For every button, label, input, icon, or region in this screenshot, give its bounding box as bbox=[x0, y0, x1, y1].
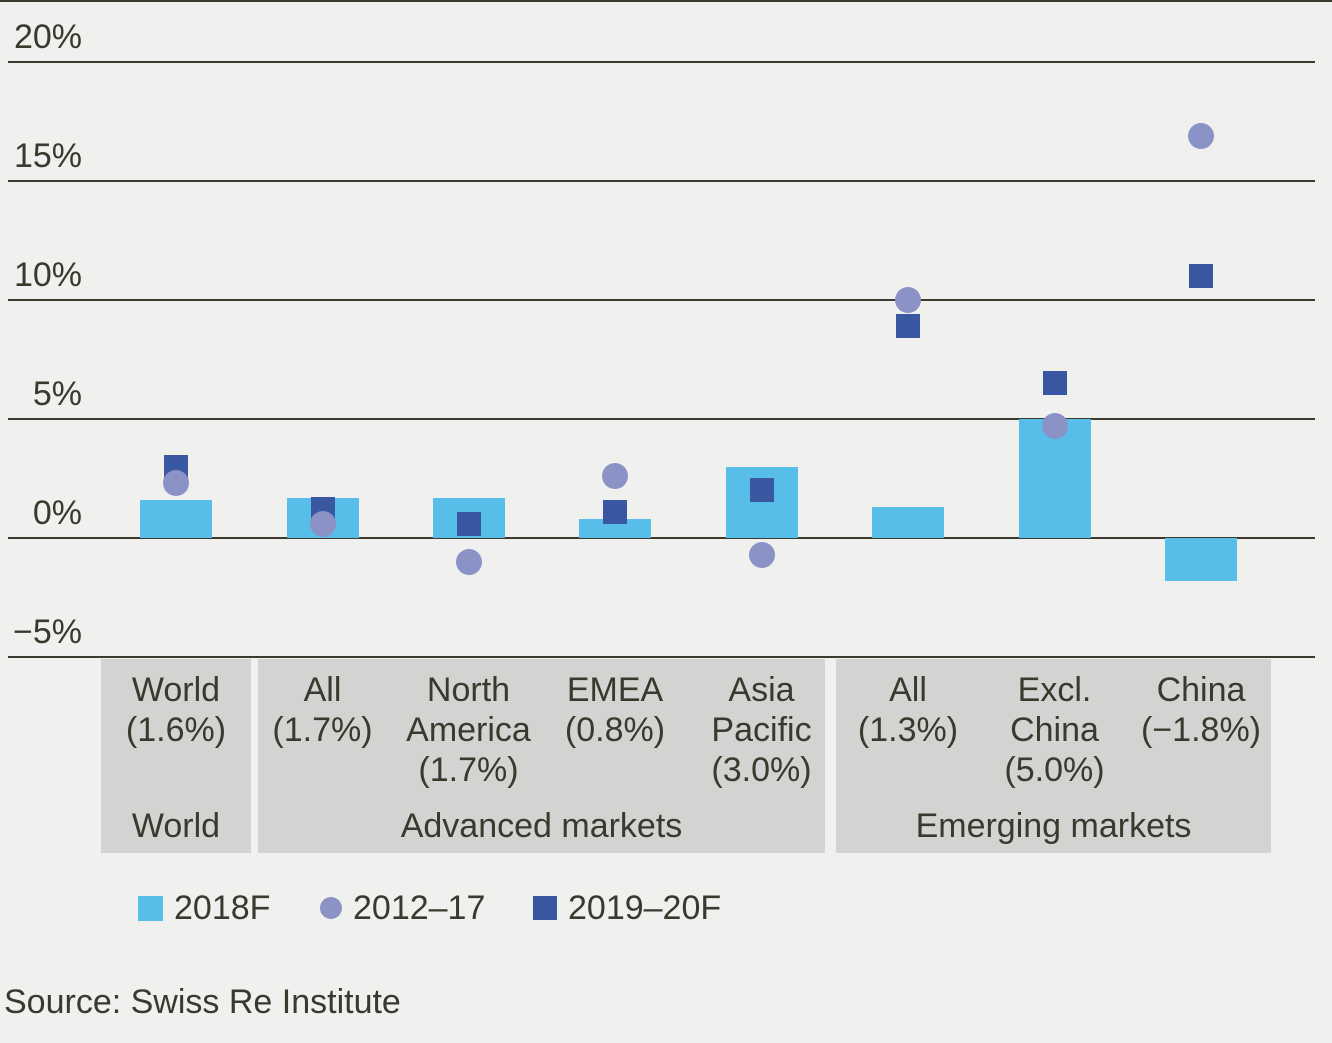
marker-circle-2012-17 bbox=[1188, 122, 1214, 149]
marker-square-2019-20f bbox=[1042, 371, 1067, 396]
marker-circle-2012-17 bbox=[748, 541, 775, 568]
group-box bbox=[258, 659, 825, 853]
legend-item: 2019–20F bbox=[533, 886, 721, 930]
group-label: Emerging markets bbox=[915, 807, 1192, 845]
category-label: Asia Pacific (3.0%) bbox=[711, 671, 812, 789]
bar-2018f bbox=[1165, 538, 1237, 581]
gridline-5 bbox=[8, 418, 1315, 420]
marker-circle-2012-17 bbox=[163, 470, 189, 497]
gridline-0 bbox=[8, 537, 1315, 539]
gridline-15 bbox=[8, 180, 1315, 182]
marker-circle-2012-17 bbox=[895, 287, 921, 313]
source-text: Source: Swiss Re Institute bbox=[4, 983, 401, 1021]
bar-2018f bbox=[872, 507, 944, 538]
legend-bar-swatch bbox=[138, 895, 163, 921]
y-tick-label: 15% bbox=[13, 137, 82, 175]
category-label: North America (1.7%) bbox=[406, 671, 531, 789]
legend-square-swatch bbox=[533, 896, 557, 920]
gridline-10 bbox=[8, 299, 1315, 301]
gridline-20 bbox=[8, 61, 1315, 63]
legend-label: 2019–20F bbox=[568, 889, 722, 927]
group-label: Advanced markets bbox=[400, 807, 683, 845]
marker-square-2019-20f bbox=[1189, 264, 1213, 289]
y-tick-label: 20% bbox=[13, 18, 82, 56]
legend-label: 2012–17 bbox=[353, 889, 486, 927]
y-tick-label: 10% bbox=[13, 256, 82, 294]
category-label: All (1.7%) bbox=[272, 671, 373, 749]
legend-circle-swatch bbox=[320, 897, 342, 919]
marker-circle-2012-17 bbox=[309, 510, 336, 537]
category-label: EMEA (0.8%) bbox=[564, 671, 666, 749]
marker-square-2019-20f bbox=[603, 499, 627, 524]
y-tick-label: −5% bbox=[13, 613, 82, 651]
marker-square-2019-20f bbox=[896, 314, 920, 339]
category-label: Excl. China (5.0%) bbox=[1004, 671, 1105, 789]
category-label: China (−1.8%) bbox=[1141, 671, 1261, 749]
bar-2018f bbox=[579, 518, 651, 538]
marker-square-2019-20f bbox=[456, 511, 481, 536]
gridline--5 bbox=[8, 656, 1315, 658]
legend-label: 2018F bbox=[174, 889, 271, 927]
marker-circle-2012-17 bbox=[1041, 413, 1068, 440]
marker-circle-2012-17 bbox=[602, 463, 628, 490]
marker-square-2019-20f bbox=[749, 478, 774, 503]
bar-2018f bbox=[140, 499, 212, 538]
marker-circle-2012-17 bbox=[455, 548, 482, 575]
category-label: All (1.3%) bbox=[857, 671, 959, 749]
y-tick-label: 0% bbox=[32, 494, 82, 532]
group-box bbox=[836, 659, 1271, 853]
category-label: World (1.6%) bbox=[125, 671, 227, 749]
group-box bbox=[101, 659, 251, 853]
legend-item: 2018F bbox=[138, 886, 270, 930]
y-tick-label: 5% bbox=[32, 375, 82, 413]
top-border-rule bbox=[0, 0, 1332, 2]
legend-item: 2012–17 bbox=[320, 886, 485, 930]
group-label: World bbox=[131, 807, 221, 845]
